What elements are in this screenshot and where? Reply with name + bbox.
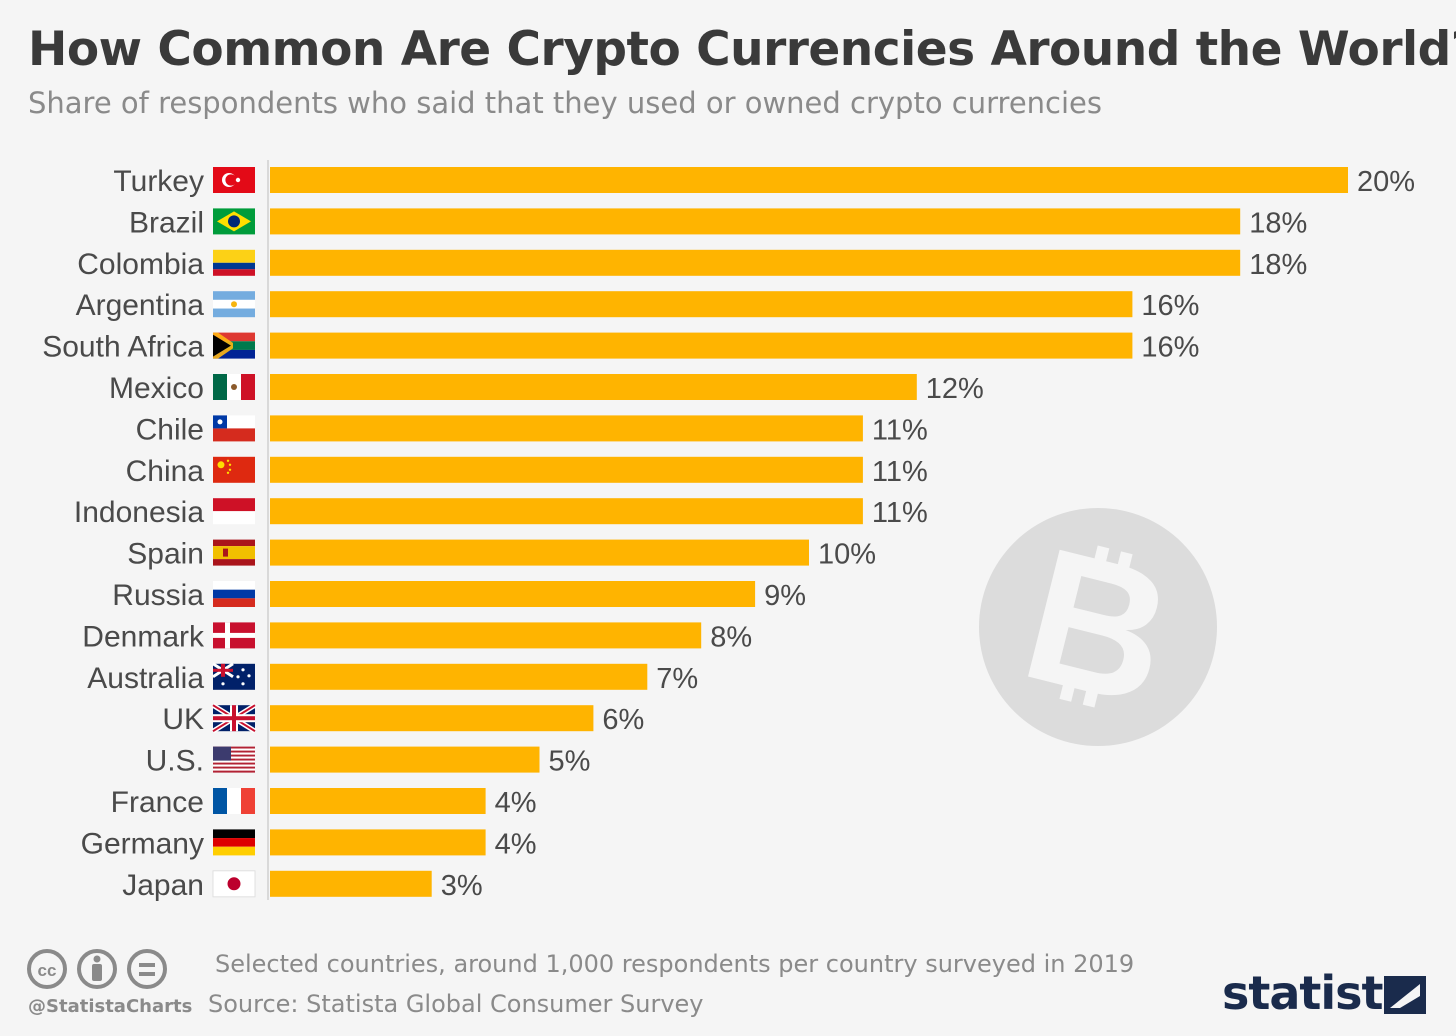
bar — [270, 539, 809, 566]
value-label: 10% — [818, 539, 876, 571]
country-label: U.S. — [146, 745, 204, 778]
country-label: China — [126, 455, 205, 488]
russia-flag-icon — [213, 581, 255, 607]
value-label: 9% — [764, 580, 806, 612]
value-label: 6% — [602, 704, 644, 736]
bar — [270, 498, 863, 525]
value-label: 5% — [549, 746, 591, 778]
twitter-handle: @StatistaCharts — [28, 996, 193, 1017]
bar — [270, 746, 540, 773]
country-label: Russia — [112, 579, 204, 612]
value-label: 18% — [1249, 249, 1307, 281]
bar — [270, 167, 1348, 193]
argentina-flag-icon — [213, 291, 255, 318]
country-label: Mexico — [109, 372, 204, 405]
brazil-flag-icon — [213, 208, 255, 235]
country-label: Brazil — [129, 206, 204, 239]
japan-flag-icon — [212, 870, 256, 898]
bitcoin-icon: B — [979, 508, 1217, 746]
bar — [270, 788, 486, 814]
colombia-flag-icon — [213, 249, 255, 276]
statista-logo-icon — [1384, 976, 1426, 1014]
chile-flag-icon — [213, 415, 255, 442]
china-flag-icon — [213, 456, 255, 483]
value-label: 8% — [710, 621, 752, 653]
bar — [270, 415, 863, 442]
by-icon — [77, 949, 117, 989]
turkey-flag-icon — [213, 167, 255, 193]
bar — [270, 581, 756, 607]
value-label: 11% — [872, 497, 928, 529]
value-label: 18% — [1249, 207, 1307, 239]
value-label: 16% — [1141, 332, 1199, 364]
australia-flag-icon — [212, 662, 255, 690]
bar — [270, 705, 594, 732]
bar — [270, 829, 486, 856]
country-label: Indonesia — [74, 496, 204, 529]
germany-flag-icon — [213, 829, 255, 856]
bar — [270, 208, 1241, 235]
chart-title: How Common Are Crypto Currencies Around … — [28, 22, 1456, 77]
south-africa-flag-icon — [213, 332, 255, 359]
statista-logo[interactable]: statista — [1222, 966, 1414, 1020]
country-label: Denmark — [82, 620, 205, 653]
bar — [270, 374, 917, 400]
bar — [270, 870, 432, 897]
country-label: Spain — [127, 538, 204, 571]
cc-icon: cc — [27, 949, 67, 989]
country-label: Turkey — [113, 165, 204, 198]
bar-chart: B 20% Turkey 18% Brazil 18% Colombia 16% Argent… — [42, 160, 1415, 902]
value-label: 4% — [495, 828, 537, 860]
country-label: UK — [162, 703, 204, 736]
footer-source: Source: Statista Global Consumer Survey — [208, 990, 704, 1018]
spain-flag-icon — [213, 539, 255, 566]
uk-flag-icon — [211, 703, 257, 734]
country-label: Argentina — [76, 289, 205, 322]
value-label: 11% — [872, 456, 928, 488]
value-label: 16% — [1141, 290, 1199, 322]
chart-subtitle: Share of respondents who said that they … — [28, 86, 1102, 120]
svg-text:cc: cc — [38, 961, 57, 980]
nd-icon — [127, 949, 167, 989]
value-label: 4% — [495, 787, 537, 819]
indonesia-flag-icon — [213, 498, 255, 525]
value-label: 12% — [926, 373, 984, 405]
country-label: Japan — [122, 869, 204, 902]
country-label: Australia — [87, 662, 204, 695]
bar — [270, 332, 1133, 359]
bar — [270, 663, 648, 690]
country-label: South Africa — [42, 331, 204, 364]
license-icons: cc — [27, 949, 167, 989]
denmark-flag-icon — [213, 622, 255, 649]
bar — [270, 622, 702, 649]
country-label: Chile — [136, 413, 204, 446]
footer-note: Selected countries, around 1,000 respond… — [215, 950, 1135, 978]
country-label: France — [111, 786, 204, 819]
value-label: 3% — [441, 870, 483, 902]
mexico-flag-icon — [213, 374, 255, 400]
bar — [270, 291, 1133, 318]
us-flag-icon — [213, 746, 255, 773]
value-label: 7% — [656, 663, 698, 695]
value-label: 11% — [872, 414, 928, 446]
country-label: Colombia — [77, 248, 204, 281]
value-label: 20% — [1357, 166, 1415, 198]
france-flag-icon — [213, 788, 255, 814]
bar — [270, 249, 1241, 276]
bar — [270, 456, 863, 483]
country-label: Germany — [81, 827, 204, 860]
